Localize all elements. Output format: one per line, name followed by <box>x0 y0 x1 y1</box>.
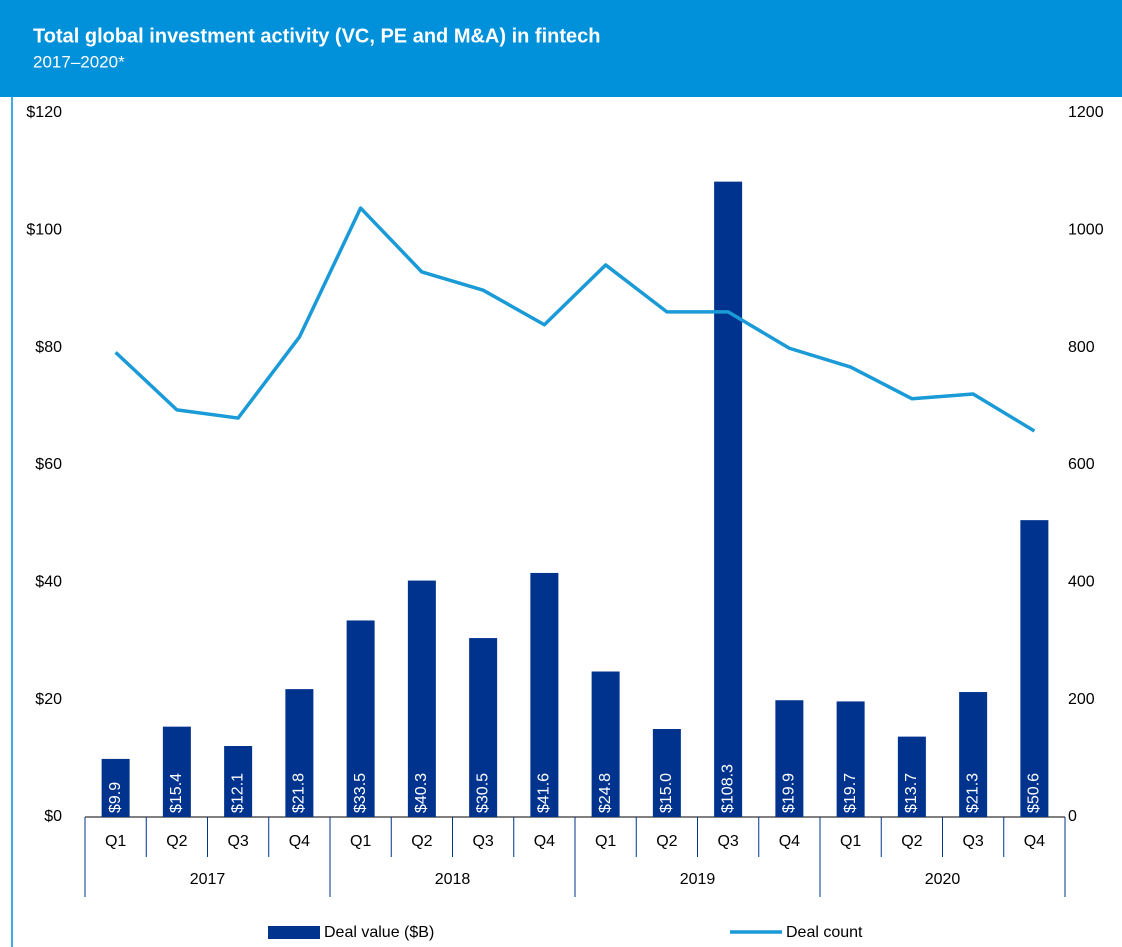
y-tick-label: $60 <box>35 456 62 473</box>
header-band <box>0 0 1122 97</box>
legend-label: Deal count <box>786 924 863 941</box>
y2-tick-label: 800 <box>1068 339 1095 356</box>
x-tick-label: Q3 <box>227 833 248 850</box>
data-label: $50.6 <box>1026 773 1043 813</box>
data-label: $15.4 <box>168 773 185 813</box>
x-tick-label: Q1 <box>105 833 126 850</box>
bar <box>285 689 314 817</box>
bar <box>530 572 559 817</box>
data-label: $9.9 <box>107 782 124 813</box>
x-tick-label: Q1 <box>840 833 861 850</box>
x-tick-label: Q4 <box>289 833 310 850</box>
year-label: 2018 <box>435 871 471 888</box>
bar <box>959 692 988 817</box>
year-label: 2017 <box>190 871 226 888</box>
legend-swatch <box>268 926 320 939</box>
bar <box>469 638 498 817</box>
y2-tick-label: 1200 <box>1068 104 1104 121</box>
data-label: $13.7 <box>903 773 920 813</box>
y2-tick-label: 1000 <box>1068 222 1104 239</box>
data-label: $33.5 <box>352 773 369 813</box>
bar <box>101 758 130 817</box>
y2-tick-label: 200 <box>1068 691 1095 708</box>
year-label: 2019 <box>680 871 716 888</box>
bar <box>836 701 865 817</box>
data-label: $21.8 <box>291 773 308 813</box>
chart-title: Total global investment activity (VC, PE… <box>33 25 600 47</box>
x-tick-label: Q3 <box>962 833 983 850</box>
bar <box>407 580 436 817</box>
data-label: $19.7 <box>842 773 859 813</box>
data-label: $15.0 <box>658 773 675 813</box>
data-label: $41.6 <box>536 773 553 813</box>
x-tick-label: Q4 <box>534 833 555 850</box>
x-tick-label: Q1 <box>595 833 616 850</box>
bar <box>652 729 681 817</box>
x-tick-label: Q4 <box>1024 833 1045 850</box>
data-label: $40.3 <box>413 773 430 813</box>
x-tick-label: Q2 <box>656 833 677 850</box>
y-tick-label: $0 <box>44 808 62 825</box>
data-label: $12.1 <box>229 773 246 813</box>
y-tick-label: $40 <box>35 574 62 591</box>
x-tick-label: Q3 <box>472 833 493 850</box>
data-label: $24.8 <box>597 773 614 813</box>
y2-tick-label: 600 <box>1068 456 1095 473</box>
data-label: $108.3 <box>719 764 736 813</box>
y-tick-label: $20 <box>35 691 62 708</box>
x-tick-label: Q2 <box>901 833 922 850</box>
x-tick-label: Q2 <box>166 833 187 850</box>
bar <box>346 620 375 817</box>
data-label: $30.5 <box>474 773 491 813</box>
bar <box>162 726 191 817</box>
bar <box>1020 520 1049 817</box>
y2-tick-label: 0 <box>1068 808 1077 825</box>
bar <box>897 736 926 817</box>
year-label: 2020 <box>925 871 961 888</box>
x-tick-label: Q1 <box>350 833 371 850</box>
data-label: $21.3 <box>964 773 981 813</box>
bar <box>591 671 620 817</box>
x-tick-label: Q2 <box>411 833 432 850</box>
y2-tick-label: 400 <box>1068 574 1095 591</box>
chart-subtitle: 2017–2020* <box>33 52 125 71</box>
y-tick-label: $80 <box>35 339 62 356</box>
x-tick-label: Q4 <box>779 833 800 850</box>
y-tick-label: $100 <box>26 222 62 239</box>
bar <box>775 700 804 817</box>
line <box>114 206 1036 433</box>
data-label: $19.9 <box>781 773 798 813</box>
bar <box>224 746 253 817</box>
bar <box>714 181 743 817</box>
y-tick-label: $120 <box>26 104 62 121</box>
x-tick-label: Q3 <box>717 833 738 850</box>
legend-label: Deal value ($B) <box>324 924 434 941</box>
